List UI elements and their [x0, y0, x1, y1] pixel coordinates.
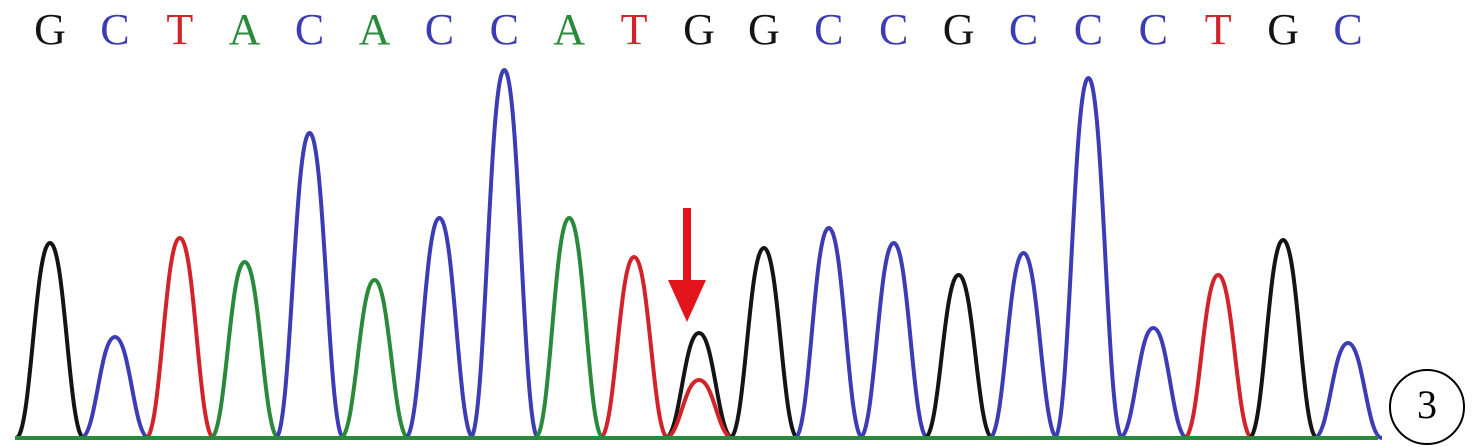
peak	[273, 130, 346, 440]
peak	[1118, 325, 1189, 440]
base-letter: C	[295, 5, 324, 54]
peak	[664, 330, 734, 440]
peak	[1313, 340, 1383, 440]
peak	[1052, 75, 1125, 440]
base-letter: A	[553, 5, 585, 54]
panel-circle	[1389, 369, 1465, 445]
mutation-arrow	[668, 208, 706, 322]
base-letter: C	[425, 5, 454, 54]
peak	[598, 254, 671, 440]
peak	[987, 250, 1060, 440]
peak	[857, 240, 930, 440]
base-letter: C	[1333, 5, 1362, 54]
base-letter: C	[490, 5, 519, 54]
peak	[14, 240, 86, 440]
base-letter: G	[683, 5, 715, 54]
base-letter: C	[1074, 5, 1103, 54]
peak	[727, 245, 800, 440]
base-letter: G	[1267, 5, 1299, 54]
minor-peak	[664, 377, 734, 440]
base-letter: C	[814, 5, 843, 54]
peak	[468, 67, 541, 440]
base-letter: A	[229, 5, 261, 54]
peak	[143, 235, 216, 440]
base-letter: G	[943, 5, 975, 54]
peak	[339, 277, 410, 440]
base-letter: C	[879, 5, 908, 54]
panel-label: 3	[1417, 382, 1437, 427]
base-letter: T	[1205, 5, 1232, 54]
traces	[14, 67, 1383, 440]
peak	[403, 215, 476, 440]
base-letter: G	[748, 5, 780, 54]
peak	[792, 225, 865, 440]
base-letter: C	[1139, 5, 1168, 54]
peak	[922, 272, 995, 440]
base-letter: C	[1009, 5, 1038, 54]
base-letter: T	[621, 5, 648, 54]
base-letter: A	[359, 5, 391, 54]
base-letter: C	[100, 5, 129, 54]
peak	[79, 334, 150, 440]
base-letter: G	[34, 5, 66, 54]
peak	[1182, 272, 1255, 440]
peak	[208, 259, 281, 440]
peak	[533, 215, 606, 440]
peak	[1247, 237, 1320, 440]
base-letter: T	[166, 5, 193, 54]
